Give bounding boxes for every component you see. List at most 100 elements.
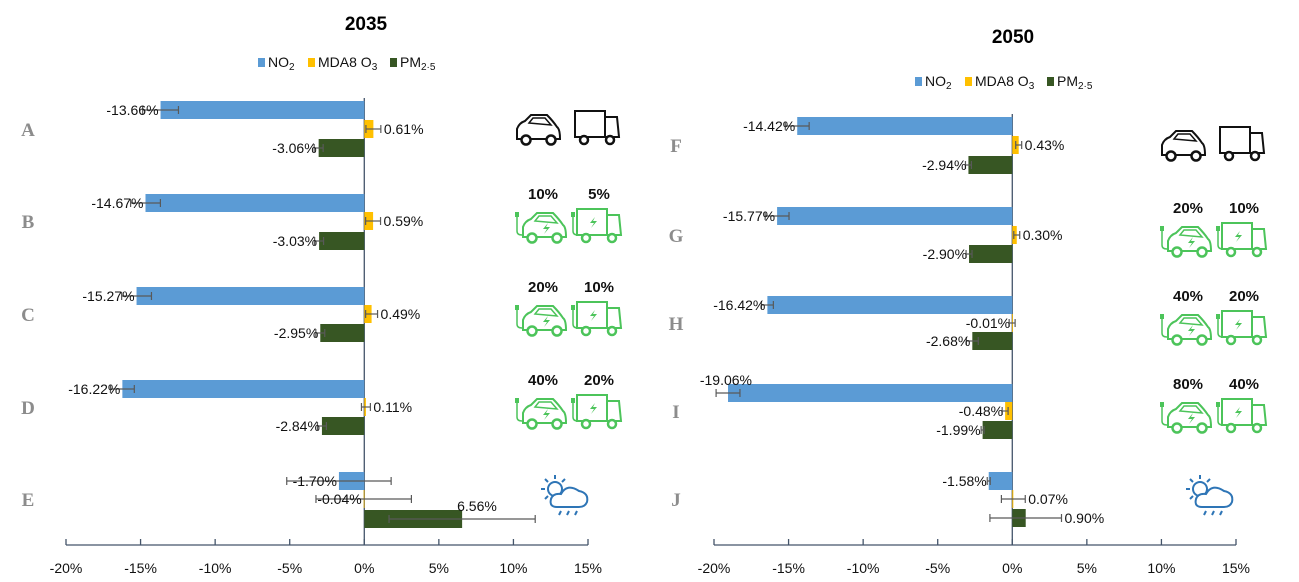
legend-label: PM2·5	[1057, 73, 1093, 92]
car-wheel	[1190, 150, 1202, 162]
legend-label-sub: 2	[946, 81, 952, 92]
bar-NO2	[160, 101, 365, 119]
legend-label-main: PM	[1057, 73, 1078, 89]
car-window	[533, 401, 559, 410]
group-label: I	[672, 402, 679, 423]
truck-share-label: 20%	[1229, 288, 1259, 305]
data-label: 0.49%	[381, 306, 421, 322]
lightning-icon	[1188, 237, 1195, 248]
car-wheel	[545, 134, 557, 146]
plug-cable	[516, 403, 523, 422]
truck-cargo	[576, 208, 608, 236]
truck-cargo	[576, 301, 608, 329]
truck-wheel	[1225, 422, 1237, 434]
group-B: B -14.67% 0.59% -3.03% 10% 5%	[22, 186, 623, 250]
plug-head	[571, 305, 575, 310]
bar-PM	[318, 139, 365, 157]
car-body	[1167, 402, 1213, 428]
group-F: F -14.42% 0.43% -2.94%	[670, 117, 1266, 174]
data-label: -16.42%	[713, 297, 765, 313]
legend-label-main: MDA8 O	[975, 73, 1029, 89]
rain-drop	[574, 510, 578, 516]
x-tick-label: 10%	[499, 560, 527, 576]
car-share-label: 20%	[1173, 200, 1203, 217]
rain-drop	[1203, 510, 1207, 516]
legend-swatch	[1047, 77, 1054, 86]
electric-car-icon	[1160, 314, 1213, 346]
car-wheel	[526, 418, 538, 430]
lightning-icon	[1188, 325, 1195, 336]
legend-item-PM: PM2·5	[1047, 73, 1093, 92]
truck-cab	[607, 307, 623, 329]
truck-share-label: 5%	[588, 186, 610, 203]
bar-NO2	[728, 384, 1013, 402]
truck-wheel	[1249, 150, 1261, 162]
data-label: -14.67%	[91, 195, 143, 211]
sun-ray	[561, 478, 566, 483]
electric-truck-icon	[1216, 310, 1268, 346]
truck-icon	[574, 110, 621, 146]
plug-cable	[572, 217, 579, 236]
truck-wheel	[1225, 334, 1237, 346]
legend-label-sub: 2	[289, 62, 295, 73]
plug-head	[1160, 226, 1164, 231]
x-tick-label: 0%	[354, 560, 374, 576]
truck-cargo	[576, 394, 608, 422]
legend-label: PM2·5	[400, 54, 436, 73]
data-label: 0.43%	[1025, 137, 1065, 153]
x-tick-label: -10%	[847, 560, 880, 576]
lightning-icon	[543, 409, 550, 420]
group-label: H	[669, 314, 684, 335]
lightning-icon	[543, 316, 550, 327]
electric-car-icon	[1160, 226, 1213, 258]
bar-PM	[982, 421, 1013, 439]
data-label: -15.27%	[82, 288, 134, 304]
scenario-icons	[541, 475, 589, 516]
group-E: E -1.70% -0.04% 6.56%	[22, 472, 589, 528]
x-tick-label: -15%	[124, 560, 157, 576]
electric-car-icon	[515, 398, 568, 430]
group-H: H -16.42% -0.01% -2.68% 40% 20%	[669, 288, 1268, 350]
data-label: -2.95%	[274, 325, 318, 341]
scenario-icons	[1161, 126, 1266, 162]
data-label: -2.90%	[923, 246, 967, 262]
car-window	[1172, 133, 1198, 142]
car-wheel	[520, 134, 532, 146]
truck-cab	[607, 214, 623, 236]
weather-icon	[1186, 475, 1234, 516]
legend-label: NO2	[925, 73, 952, 92]
data-label: -3.03%	[273, 233, 317, 249]
truck-wheel	[604, 134, 616, 146]
plug-cable	[1161, 231, 1168, 250]
legend-swatch	[258, 58, 265, 67]
plug-head	[515, 212, 519, 217]
legend-label-main: MDA8 O	[318, 54, 372, 70]
group-label: J	[671, 490, 681, 511]
x-tick-label: 5%	[429, 560, 449, 576]
plug-cable	[1217, 319, 1224, 338]
car-window	[533, 215, 559, 224]
bar-PM	[969, 245, 1013, 263]
chart-2050: 2050 NO2 MDA8 O3 PM2·5 -20% -15% -10% -5% 0% 5% 10…	[669, 27, 1268, 576]
legend-label-sub: 2·5	[421, 62, 436, 73]
cloud	[549, 486, 589, 508]
truck-cargo	[1221, 398, 1253, 426]
x-tick-label: -5%	[277, 560, 302, 576]
data-label: -13.66%	[106, 102, 158, 118]
car-wheel	[1196, 422, 1208, 434]
car-window	[527, 117, 553, 126]
legend-swatch	[965, 77, 972, 86]
group-label: C	[21, 305, 35, 326]
lightning-icon	[1188, 413, 1195, 424]
x-tick-label: 0%	[1002, 560, 1022, 576]
data-label: -19.06%	[700, 372, 752, 388]
truck-wheel	[1251, 422, 1263, 434]
electric-car-icon	[1160, 402, 1213, 434]
lightning-icon	[590, 403, 597, 414]
plug-head	[1160, 314, 1164, 319]
lightning-icon	[1235, 231, 1242, 242]
electric-car-icon	[515, 305, 568, 337]
car-body	[522, 398, 568, 424]
x-tick-label: 5%	[1077, 560, 1097, 576]
group-I: I -19.06% -0.48% -1.99% 80% 40%	[672, 372, 1268, 439]
